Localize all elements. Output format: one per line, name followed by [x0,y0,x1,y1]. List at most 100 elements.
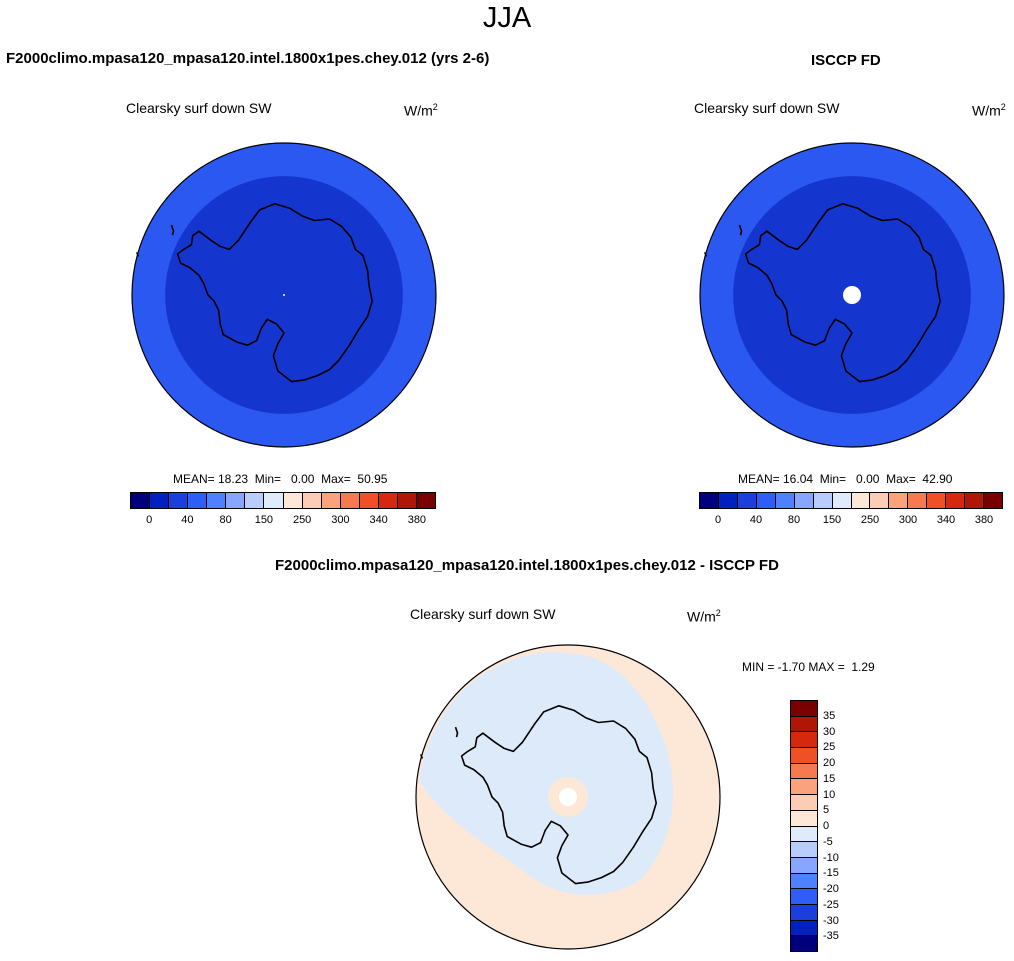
diff-case-title: F2000climo.mpasa120_mpasa120.intel.1800x… [275,557,779,574]
diff-colorbar-swatch-8 [791,826,817,843]
left-units-label: W/m2 [404,102,438,119]
diff-colorbar-swatch-9 [791,842,817,858]
diff-colorbar-swatch-7 [791,810,817,827]
diff-colorbar-tick-label: 35 [823,709,836,722]
right-colorbar-swatch-9 [870,493,890,508]
left-colorbar-swatch-13 [378,493,398,508]
left-colorbar-swatch-9 [302,493,322,508]
left-variable-label: Clearsky surf down SW [126,100,272,116]
diff-colorbar-swatch-15 [791,936,817,951]
diff-map-border [415,644,721,950]
right-stats: MEAN= 16.04 Min= 0.00 Max= 42.90 [738,472,953,486]
left-colorbar [130,492,436,509]
right-colorbar-swatch-3 [756,493,776,508]
left-colorbar-tick-label: 80 [219,514,232,526]
left-colorbar-swatch-2 [169,493,189,508]
left-colorbar-swatch-14 [397,493,417,508]
diff-variable-label: Clearsky surf down SW [410,606,556,622]
diff-colorbar-tick-label: -20 [823,883,839,895]
right-colorbar-swatch-15 [984,493,1002,508]
right-colorbar-swatch-2 [737,493,757,508]
diff-colorbar-tick-label: 25 [823,741,836,754]
left-colorbar-swatch-11 [340,493,360,508]
diff-colorbar-tick-label: 5 [823,804,830,817]
right-colorbar-ticks: 0 40 80 150 250 300 340 380 [699,514,1003,528]
right-colorbar-swatch-0 [700,493,719,508]
diff-colorbar-swatch-3 [791,748,817,764]
left-colorbar-swatch-6 [245,493,265,508]
diff-colorbar [790,700,818,952]
diff-negative-region [419,652,673,895]
diff-colorbar-tick-label: 30 [823,725,836,738]
right-colorbar-swatch-4 [775,493,795,508]
right-pole-mask [843,286,861,304]
left-colorbar-swatch-8 [283,493,303,508]
diff-stats: MIN = -1.70 MAX = 1.29 [742,660,875,674]
right-colorbar-tick-label: 0 [714,514,722,526]
left-colorbar-swatch-4 [207,493,227,508]
right-island-outline [738,224,743,236]
right-coastline [744,203,941,383]
diff-colorbar-tick-label: 10 [823,788,836,801]
right-colorbar-swatch-14 [965,493,985,508]
right-units-label: W/m2 [972,102,1006,119]
left-colorbar-swatch-12 [359,493,379,508]
left-colorbar-tick-label: 40 [181,514,194,526]
left-colorbar-tick-label: 250 [292,514,312,526]
left-colorbar-swatch-1 [150,493,170,508]
diff-colorbar-swatch-0 [791,701,817,717]
left-colorbar-swatch-7 [264,493,284,508]
diff-colorbar-swatch-10 [791,857,817,874]
diff-colorbar-tick-label: -25 [823,898,839,911]
diff-colorbar-tick-label: -10 [823,851,839,864]
left-stats: MEAN= 18.23 Min= 0.00 Max= 50.95 [173,472,388,486]
right-colorbar-swatch-6 [813,493,833,508]
diff-colorbar-swatch-4 [791,763,817,780]
diff-colorbar-swatch-13 [791,904,817,921]
season-title: JJA [482,2,532,34]
diff-colorbar-swatch-5 [791,779,817,796]
left-island-outline [170,224,175,236]
right-colorbar-tick-label: 380 [974,514,994,526]
left-colorbar-swatch-5 [226,493,246,508]
left-coastline [176,203,373,383]
right-colorbar-tick-label: 40 [749,514,763,526]
left-colorbar-swatch-10 [321,493,341,508]
left-colorbar-tick-label: 340 [369,514,388,526]
diff-polar-map [415,644,721,950]
right-colorbar-swatch-1 [718,493,738,508]
diff-colorbar-swatch-11 [791,873,817,890]
diff-pole-mask [559,788,577,806]
right-colorbar-tick-label: 250 [860,514,880,526]
left-colorbar-tick-label: 300 [331,514,350,526]
diff-colorbar-tick-label: -30 [823,914,839,927]
right-colorbar-tick-label: 340 [936,514,956,526]
left-map-border [131,142,437,448]
diff-colorbar-swatch-6 [791,795,817,811]
left-colorbar-swatch-15 [416,493,435,508]
diff-colorbar-swatch-1 [791,716,817,733]
left-pole-mask [283,294,285,296]
left-colorbar-swatch-3 [188,493,208,508]
diff-colorbar-swatch-14 [791,920,817,937]
right-colorbar-tick-label: 150 [822,514,842,526]
right-colorbar-swatch-12 [927,493,947,508]
right-colorbar-swatch-11 [908,493,928,508]
diff-colorbar-swatch-2 [791,732,817,749]
right-colorbar-swatch-8 [851,493,871,508]
diff-coastline [460,705,657,885]
left-polar-map [131,142,437,448]
diff-colorbar-tick-label: -35 [823,930,839,943]
left-case-title: F2000climo.mpasa120_mpasa120.intel.1800x… [6,50,490,67]
diff-colorbar-tick-label: 0 [823,820,830,832]
right-colorbar-swatch-10 [889,493,909,508]
right-colorbar-swatch-5 [794,493,814,508]
left-colorbar-tick-label: 150 [254,514,274,526]
right-colorbar-tick-label: 300 [898,514,918,526]
diff-colorbar-tick-label: -5 [823,835,833,848]
left-colorbar-tick-label: 380 [407,514,427,526]
right-colorbar [699,492,1003,509]
diff-colorbar-tick-label: 20 [823,757,836,769]
diff-island-outline [454,726,459,738]
right-colorbar-swatch-7 [832,493,852,508]
